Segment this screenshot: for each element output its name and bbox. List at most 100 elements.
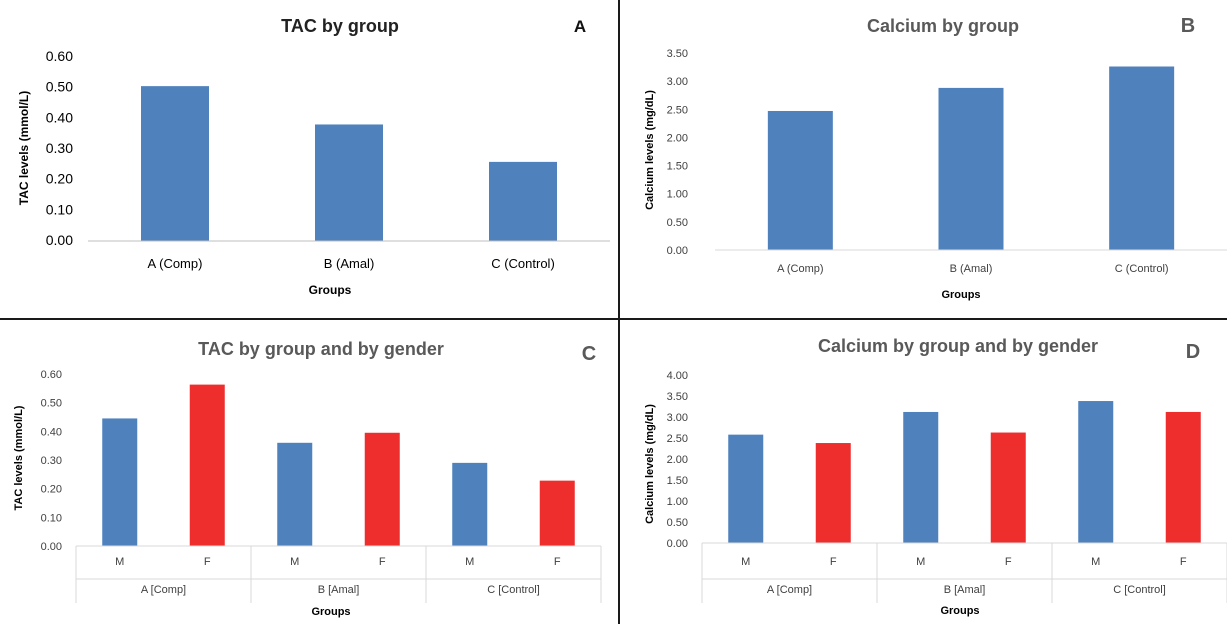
horizontal-divider [0, 318, 1227, 320]
bars [102, 384, 575, 546]
y-tick-label: 0.10 [46, 201, 73, 217]
chart-panel-b: Calcium by group B Calcium levels (mg/dL… [644, 15, 1227, 301]
y-axis-label: Calcium levels (mg/dL) [644, 90, 656, 210]
bar [1165, 411, 1201, 543]
panel-label: A [574, 17, 586, 36]
group-label: C [Control] [1113, 584, 1166, 596]
y-tick-label: 0.20 [46, 171, 73, 187]
bar [102, 418, 138, 546]
bar [728, 434, 764, 543]
y-tick-label: 0.10 [41, 512, 62, 524]
panel-label: B [1181, 15, 1195, 37]
chart-title: Calcium by group [867, 16, 1019, 36]
y-tick-label: 0.40 [41, 426, 62, 438]
x-axis-label: Groups [309, 283, 352, 297]
y-tick-label: 0.50 [667, 217, 688, 229]
y-tick-label: 3.50 [667, 391, 688, 403]
bar [903, 411, 939, 543]
x-tick-label: M [741, 556, 750, 568]
x-tick-label: A (Comp) [148, 256, 203, 271]
group-label: B [Amal] [944, 584, 986, 596]
x-tick-label: B (Amal) [950, 263, 993, 275]
y-tick-label: 0.50 [46, 79, 73, 95]
bar [364, 432, 400, 546]
y-tick-label: 0.30 [41, 455, 62, 467]
x-axis-groups: A [Comp] B [Amal] C [Control] [701, 543, 1227, 603]
y-tick-label: 0.50 [667, 517, 688, 529]
x-tick-label: M [1091, 556, 1100, 568]
bar [452, 462, 488, 546]
chart-title: Calcium by group and by gender [818, 336, 1098, 356]
y-tick-label: 2.00 [667, 454, 688, 466]
x-tick-label: F [379, 556, 386, 568]
y-axis-ticks: 0.00 0.50 1.00 1.50 2.00 2.50 3.00 3.50 4.00 [667, 370, 688, 550]
y-axis-ticks: 0.00 0.10 0.20 0.30 0.40 0.50 0.60 [46, 48, 73, 248]
bar [489, 161, 557, 241]
bar [767, 110, 833, 250]
bar [539, 480, 575, 546]
chart-panel-d: Calcium by group and by gender D Calcium… [644, 336, 1227, 617]
bars [141, 86, 557, 241]
x-tick-label: F [1005, 556, 1012, 568]
y-tick-label: 0.00 [667, 538, 688, 550]
group-label: A [Comp] [767, 584, 812, 596]
y-tick-label: 0.60 [46, 48, 73, 64]
y-axis-ticks: 0.00 0.50 1.00 1.50 2.00 2.50 3.00 3.50 [667, 48, 688, 257]
x-axis-label: Groups [311, 606, 350, 618]
bar [815, 443, 851, 543]
x-tick-label: M [916, 556, 925, 568]
x-tick-label: F [204, 556, 211, 568]
y-tick-label: 3.50 [667, 48, 688, 60]
y-axis-label: TAC levels (mmol/L) [13, 405, 25, 510]
y-tick-label: 0.60 [41, 369, 62, 381]
y-tick-label: 1.00 [667, 496, 688, 508]
bar [141, 86, 209, 241]
y-axis-ticks: 0.00 0.10 0.20 0.30 0.40 0.50 0.60 [41, 369, 62, 553]
panel-label: C [582, 343, 596, 365]
x-tick-label: M [465, 556, 474, 568]
y-tick-label: 0.50 [41, 398, 62, 410]
bar [1109, 66, 1175, 250]
x-tick-label: M [115, 556, 124, 568]
y-tick-label: 3.00 [667, 76, 688, 88]
group-label: B [Amal] [318, 584, 360, 596]
bar [315, 124, 383, 241]
x-axis-categories: A (Comp) B (Amal) C (Control) [777, 263, 1168, 275]
bar [990, 432, 1026, 543]
bar [1078, 401, 1114, 543]
vertical-divider [618, 0, 620, 624]
x-tick-label: M [290, 556, 299, 568]
x-axis-label: Groups [940, 605, 979, 617]
y-axis-label: Calcium levels (mg/dL) [644, 404, 656, 524]
bar [938, 87, 1004, 250]
y-tick-label: 2.00 [667, 132, 688, 144]
bar [189, 384, 225, 546]
y-tick-label: 1.50 [667, 475, 688, 487]
x-tick-label: F [830, 556, 837, 568]
x-axis-categories: A (Comp) B (Amal) C (Control) [148, 256, 555, 271]
chart-title: TAC by group and by gender [198, 339, 444, 359]
y-tick-label: 1.00 [667, 189, 688, 201]
y-tick-label: 2.50 [667, 104, 688, 116]
bar [277, 442, 313, 546]
x-axis-groups: A [Comp] B [Amal] C [Control] [75, 546, 602, 603]
y-tick-label: 2.50 [667, 433, 688, 445]
x-tick-label: F [1180, 556, 1187, 568]
group-label: C [Control] [487, 584, 540, 596]
y-axis-label: TAC levels (mmol/L) [17, 91, 31, 205]
y-tick-label: 0.30 [46, 140, 73, 156]
x-axis-label: Groups [941, 289, 980, 301]
x-tick-label: C (Control) [491, 256, 555, 271]
bars [728, 401, 1201, 543]
y-tick-label: 0.00 [667, 245, 688, 257]
chart-panel-c: TAC by group and by gender C TAC levels … [13, 339, 602, 618]
group-label: A [Comp] [141, 584, 186, 596]
y-tick-label: 0.20 [41, 484, 62, 496]
y-tick-label: 0.00 [46, 232, 73, 248]
y-tick-label: 0.40 [46, 109, 73, 125]
x-tick-label: F [554, 556, 561, 568]
y-tick-label: 1.50 [667, 161, 688, 173]
panel-label: D [1186, 341, 1200, 363]
